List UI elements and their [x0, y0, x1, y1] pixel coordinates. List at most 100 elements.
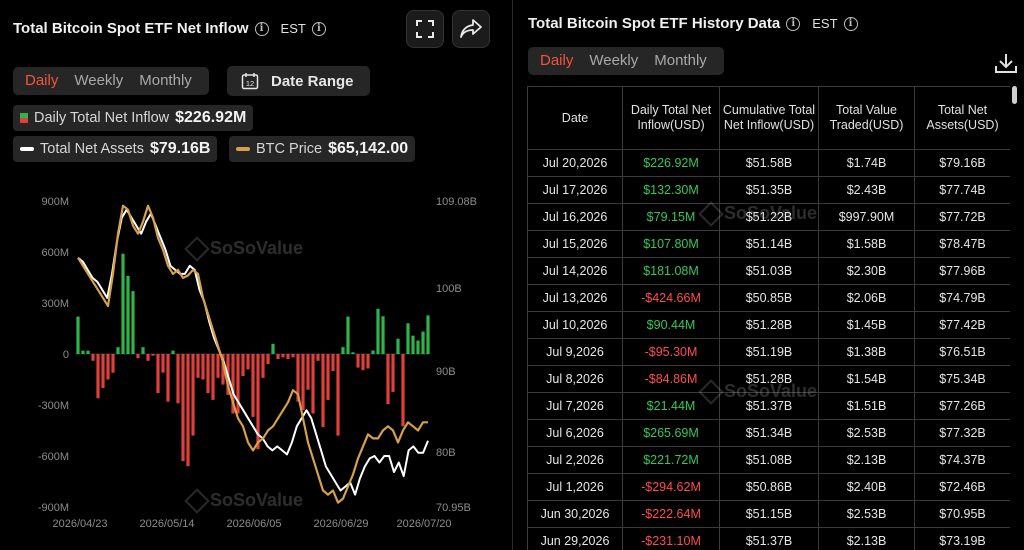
cell-value-traded: $1.45B — [818, 311, 915, 339]
share-button[interactable] — [452, 10, 490, 48]
tab-daily[interactable]: Daily — [25, 72, 59, 89]
cell-value-traded: $2.06B — [818, 284, 915, 312]
inflow-bar — [391, 354, 395, 392]
timezone-label: EST — [812, 16, 838, 31]
inflow-bar — [386, 354, 390, 405]
cell-net-assets: $74.79B — [914, 284, 1010, 312]
table-row[interactable]: Jun 30,2026 -$222.64M $51.15B $2.53B $70.95B — [527, 500, 1010, 528]
timezone-info-icon[interactable]: i — [843, 16, 858, 31]
tab-monthly[interactable]: Monthly — [654, 52, 707, 69]
cell-value-traded: $2.53B — [818, 419, 915, 447]
tab-weekly[interactable]: Weekly — [74, 72, 124, 89]
inflow-bar — [121, 253, 125, 354]
inflow-bar — [216, 354, 220, 378]
cell-daily-inflow: $265.69M — [622, 419, 720, 447]
inflow-bar — [361, 354, 365, 371]
cell-daily-inflow: $181.08M — [622, 257, 720, 285]
inflow-bar — [261, 354, 265, 378]
table-row[interactable]: Jul 6,2026 $265.69M $51.34B $2.53B $77.32B — [527, 419, 1010, 447]
inflow-bar — [371, 350, 375, 354]
cell-value-traded: $2.13B — [818, 446, 915, 474]
legend-daily-inflow[interactable]: Daily Total Net Inflow $226.92M — [13, 105, 254, 131]
inflow-bar — [181, 354, 185, 462]
tab-weekly[interactable]: Weekly — [589, 52, 639, 69]
inflow-bar — [76, 316, 80, 354]
table-row[interactable]: Jul 13,2026 -$424.66M $50.85B $2.06B $74.79B — [527, 284, 1010, 312]
cell-daily-inflow: -$95.30M — [622, 338, 720, 366]
table-row[interactable]: Jun 29,2026 -$231.10M $51.37B $2.13B $73.19B — [527, 527, 1010, 550]
info-icon[interactable]: i — [786, 16, 801, 31]
history-panel: Total Bitcoin Spot ETF History Data i ES… — [514, 0, 1024, 550]
cell-value-traded: $2.30B — [818, 257, 915, 285]
table-row[interactable]: Jul 14,2026 $181.08M $51.03B $2.30B $77.96B — [527, 257, 1010, 285]
cell-date: Jul 15,2026 — [527, 230, 623, 258]
tab-monthly[interactable]: Monthly — [139, 72, 192, 89]
table-row[interactable]: Jul 10,2026 $90.44M $51.28B $1.45B $77.42B — [527, 311, 1010, 339]
inflow-bar — [146, 354, 150, 361]
download-icon[interactable] — [994, 52, 1018, 74]
cell-value-traded: $2.13B — [818, 527, 915, 550]
info-icon[interactable]: i — [254, 21, 269, 36]
history-table: Date Daily Total Net Inflow(USD) Cumulat… — [527, 86, 1010, 550]
history-title: Total Bitcoin Spot ETF History Data — [528, 15, 781, 32]
calendar-day-text: 12 — [246, 79, 254, 88]
history-table-container[interactable]: Date Daily Total Net Inflow(USD) Cumulat… — [527, 86, 1010, 550]
header-date[interactable]: Date — [527, 86, 623, 150]
inflow-bar — [126, 275, 130, 354]
table-row[interactable]: Jul 9,2026 -$95.30M $51.19B $1.38B $76.51B — [527, 338, 1010, 366]
table-row[interactable]: Jul 17,2026 $132.30M $51.35B $2.43B $77.74B — [527, 176, 1010, 204]
watermark-logo-icon — [698, 378, 724, 405]
table-row[interactable]: Jul 7,2026 $21.44M $51.37B $1.51B $77.26B — [527, 392, 1010, 420]
fullscreen-button[interactable] — [406, 10, 444, 48]
inflow-bar — [401, 354, 405, 427]
date-range-label: Date Range — [271, 72, 354, 90]
inflow-bar — [101, 354, 105, 388]
legend-btc-price[interactable]: BTC Price $65,142.00 — [229, 136, 416, 162]
x-axis-tick: 2026/06/05 — [226, 518, 281, 530]
header-value-traded[interactable]: Total Value Traded(USD) — [818, 86, 915, 150]
table-row[interactable]: Jul 16,2026 $79.15M $51.22B $997.90M $77.72B — [527, 203, 1010, 231]
table-row[interactable]: Jul 15,2026 $107.80M $51.14B $1.58B $78.47B — [527, 230, 1010, 258]
cell-date: Jul 7,2026 — [527, 392, 623, 420]
table-row[interactable]: Jul 20,2026 $226.92M $51.58B $1.74B $79.16B — [527, 149, 1010, 177]
right-axis-tick: 100B — [436, 283, 462, 295]
cell-cumulative-inflow: $51.15B — [719, 500, 819, 528]
table-row[interactable]: Jul 8,2026 -$84.86M $51.28B $1.54B $75.34B — [527, 365, 1010, 393]
cell-cumulative-inflow: $51.08B — [719, 446, 819, 474]
tab-daily[interactable]: Daily — [540, 52, 574, 69]
x-axis-tick: 2026/04/23 — [52, 518, 107, 530]
cell-cumulative-inflow: $51.35B — [719, 176, 819, 204]
cell-net-assets: $74.37B — [914, 446, 1010, 474]
cell-cumulative-inflow: $50.86B — [719, 473, 819, 501]
inflow-bar — [131, 291, 135, 354]
cell-cumulative-inflow: $51.37B — [719, 392, 819, 420]
left-axis-tick: 900M — [41, 196, 69, 208]
header-daily-inflow[interactable]: Daily Total Net Inflow(USD) — [622, 86, 720, 150]
header-net-assets[interactable]: Total Net Assets(USD) — [914, 86, 1010, 150]
watermark-text: SoSoValue — [210, 238, 304, 258]
timezone-info-icon[interactable]: i — [311, 21, 326, 36]
legend-assets-label: Total Net Assets — [40, 141, 144, 157]
date-range-button[interactable]: 12 Date Range — [227, 66, 370, 96]
cell-net-assets: $79.16B — [914, 149, 1010, 177]
cell-net-assets: $73.19B — [914, 527, 1010, 550]
cell-daily-inflow: $226.92M — [622, 149, 720, 177]
legend-total-net-assets[interactable]: Total Net Assets $79.16B — [13, 136, 218, 162]
cell-cumulative-inflow: $51.58B — [719, 149, 819, 177]
cell-daily-inflow: $90.44M — [622, 311, 720, 339]
table-scrollbar[interactable] — [1012, 86, 1017, 104]
inflow-bar — [166, 354, 170, 402]
header-cumulative-inflow[interactable]: Cumulative Total Net Inflow(USD) — [719, 86, 819, 150]
net-inflow-chart: 900M 600M 300M 0 -300M -600M -900M 109.08B 100B… — [38, 196, 477, 530]
table-header-row: Date Daily Total Net Inflow(USD) Cumulat… — [527, 86, 1010, 150]
table-row[interactable]: Jul 1,2026 -$294.62M $50.86B $2.40B $72.46B — [527, 473, 1010, 501]
inflow-bar — [186, 354, 190, 467]
x-axis-tick: 2026/07/20 — [396, 518, 451, 530]
inflow-bar — [241, 354, 245, 377]
inflow-bar — [291, 354, 295, 358]
inflow-bar — [161, 354, 165, 373]
cell-net-assets: $76.51B — [914, 338, 1010, 366]
watermark-text: SoSoValue — [724, 381, 818, 401]
cell-date: Jul 9,2026 — [527, 338, 623, 366]
table-row[interactable]: Jul 2,2026 $221.72M $51.08B $2.13B $74.37B — [527, 446, 1010, 474]
